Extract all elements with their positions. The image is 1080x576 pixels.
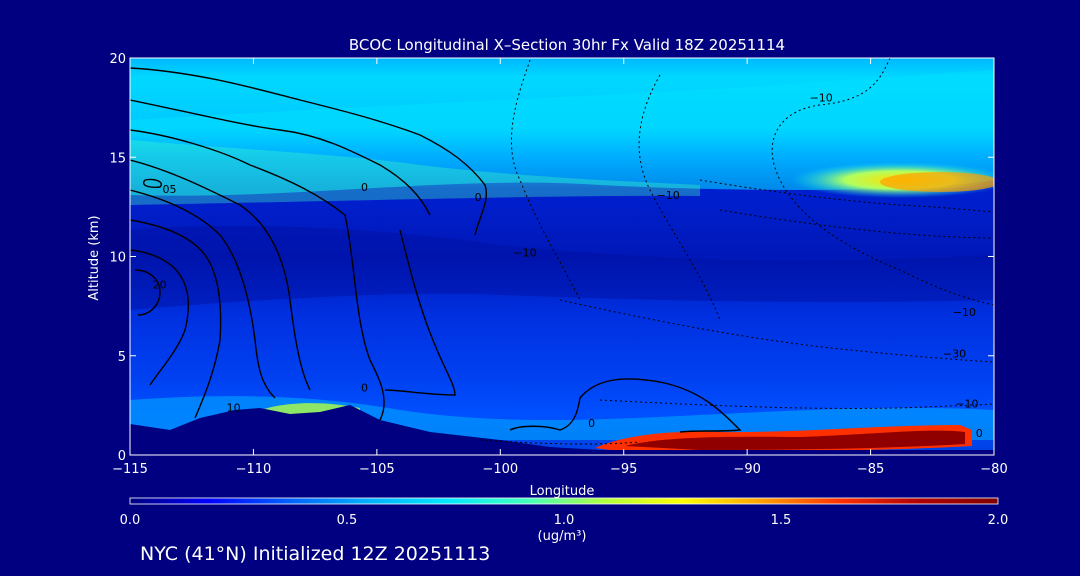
- contour-label: −10: [513, 247, 536, 260]
- y-axis-label: Altitude (km): [87, 215, 102, 300]
- colorbar-tick-label: 0.0: [120, 513, 141, 528]
- colorbar-tick-label: 1.0: [554, 513, 575, 528]
- contour-label: 05: [162, 183, 176, 196]
- contour-label: 0: [361, 181, 368, 194]
- colorbar-tick-label: 2.0: [988, 513, 1009, 528]
- contour-label: 0: [976, 427, 983, 440]
- contour-label: −10: [657, 189, 680, 202]
- colorbar-tick-label: 0.5: [337, 513, 358, 528]
- contour-label: 20: [153, 278, 167, 291]
- contour-label: 0: [588, 417, 595, 430]
- contour-label: −10: [953, 306, 976, 319]
- x-tick-label: −90: [733, 462, 760, 477]
- colorbar-tick-label: 1.5: [771, 513, 792, 528]
- contour-label: −10: [810, 92, 833, 105]
- initialization-footer: NYC (41°N) Initialized 12Z 20251113: [140, 543, 491, 565]
- contour-label: 10: [227, 401, 241, 414]
- contour-label: 0: [361, 381, 368, 394]
- y-tick-label: 10: [109, 251, 126, 266]
- colorbar-gradient: [129, 497, 999, 505]
- x-tick-label: −80: [980, 462, 1007, 477]
- x-tick-label: −110: [236, 462, 272, 477]
- x-tick-label: −95: [610, 462, 637, 477]
- y-tick-label: 0: [118, 449, 126, 464]
- contour-label: 0: [475, 191, 482, 204]
- y-tick-label: 5: [118, 350, 126, 365]
- contour-label: −30: [943, 348, 966, 361]
- chart-title: BCOC Longitudinal X–Section 30hr Fx Vali…: [349, 36, 785, 54]
- x-tick-label: −100: [482, 462, 518, 477]
- colorbar: 0.0 0.5 1.0 1.5 2.0 (ug/m³): [120, 497, 1009, 544]
- x-tick-label: −85: [857, 462, 884, 477]
- y-tick-label: 15: [109, 151, 126, 166]
- y-tick-label: 20: [109, 52, 126, 67]
- concentration-field: 10 20 0 0 0 0 −10 −10 −10 −10 −30 −10 0 05: [130, 58, 994, 455]
- contour-label: −10: [955, 397, 978, 410]
- x-tick-label: −115: [112, 462, 148, 477]
- x-axis-label: Longitude: [530, 484, 595, 499]
- colorbar-units: (ug/m³): [538, 529, 587, 544]
- x-tick-label: −105: [359, 462, 395, 477]
